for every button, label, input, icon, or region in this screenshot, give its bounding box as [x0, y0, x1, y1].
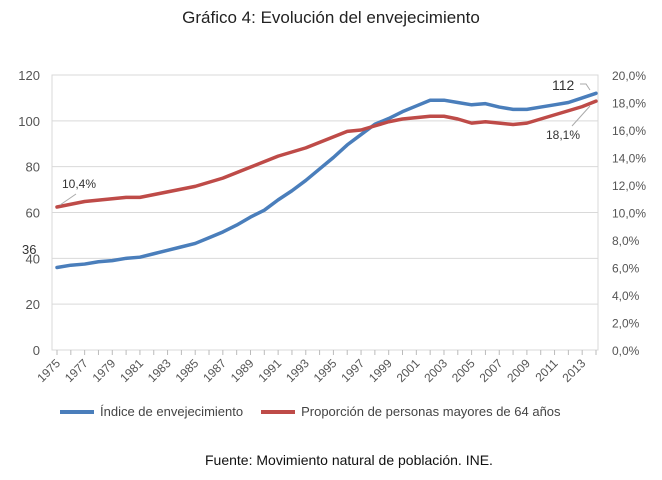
series-line-index: [55, 91, 598, 270]
legend-swatch-blue: [60, 409, 94, 414]
y-right-tick-label: 14,0%: [612, 152, 646, 166]
leader-line: [580, 83, 591, 91]
x-tick-label: 2011: [533, 356, 561, 384]
legend-item-index: Índice de envejecimiento: [60, 404, 243, 419]
y-right-tick-label: 0,0%: [612, 344, 640, 358]
y-left-tick-label: 0: [33, 343, 40, 358]
x-tick-label: 1991: [255, 356, 284, 385]
leader-line: [59, 193, 77, 206]
series-line-proportion: [55, 99, 598, 209]
y-right-tick-label: 8,0%: [612, 234, 640, 248]
legend-swatch-red: [261, 409, 296, 414]
y-right-tick-label: 2,0%: [612, 317, 640, 331]
x-tick-label: 1977: [62, 356, 91, 385]
x-tick-label: 2003: [421, 356, 450, 385]
legend-item-proportion: Proporción de personas mayores de 64 año…: [261, 404, 561, 419]
y-right-tick-label: 12,0%: [612, 179, 646, 193]
x-tick-label: 1979: [90, 356, 119, 385]
x-tick-label: 1997: [338, 356, 367, 385]
y-left-tick-label: 100: [18, 114, 40, 129]
y-left-tick-label: 40: [26, 251, 40, 266]
data-label-start-index: 36: [22, 242, 36, 257]
x-tick-label: 2009: [504, 356, 533, 385]
data-label-start-proportion: 10,4%: [62, 177, 96, 191]
x-tick-label: 1987: [200, 356, 229, 385]
y-left-tick-label: 80: [26, 160, 40, 175]
x-tick-label: 1985: [173, 356, 202, 385]
x-tick-label: 1975: [34, 356, 63, 385]
x-tick-label: 1989: [228, 356, 257, 385]
y-left-tick-label: 120: [18, 68, 40, 83]
y-right-tick-label: 4,0%: [612, 289, 640, 303]
leader-line: [571, 105, 591, 127]
y-right-tick-label: 16,0%: [612, 124, 646, 138]
chart-title: Gráfico 4: Evolución del envejecimiento: [182, 8, 480, 27]
y-right-tick-label: 20,0%: [612, 69, 646, 83]
x-tick-label: 2001: [394, 356, 423, 385]
y-left-tick-label: 60: [26, 206, 40, 221]
x-tick-label: 1981: [117, 356, 146, 385]
y-left-tick-label: 20: [26, 297, 40, 312]
legend: Índice de envejecimiento Proporción de p…: [60, 404, 561, 419]
x-tick-label: 1999: [366, 356, 395, 385]
y-right-tick-label: 18,0%: [612, 97, 646, 111]
x-tick-label: 2013: [560, 356, 589, 385]
data-label-end-proportion: 18,1%: [546, 128, 580, 142]
legend-label: Proporción de personas mayores de 64 año…: [301, 404, 561, 419]
x-tick-label: 1995: [311, 356, 340, 385]
y-right-tick-label: 6,0%: [612, 262, 640, 276]
legend-label: Índice de envejecimiento: [100, 404, 244, 419]
x-tick-label: 2005: [449, 356, 478, 385]
x-tick-label: 1993: [283, 356, 312, 385]
x-tick-label: 1983: [145, 356, 174, 385]
data-label-end-index: 112: [552, 77, 575, 93]
x-tick-label: 2007: [477, 356, 506, 385]
source-note: Fuente: Movimiento natural de población.…: [205, 452, 493, 468]
y-right-tick-label: 10,0%: [612, 207, 646, 221]
